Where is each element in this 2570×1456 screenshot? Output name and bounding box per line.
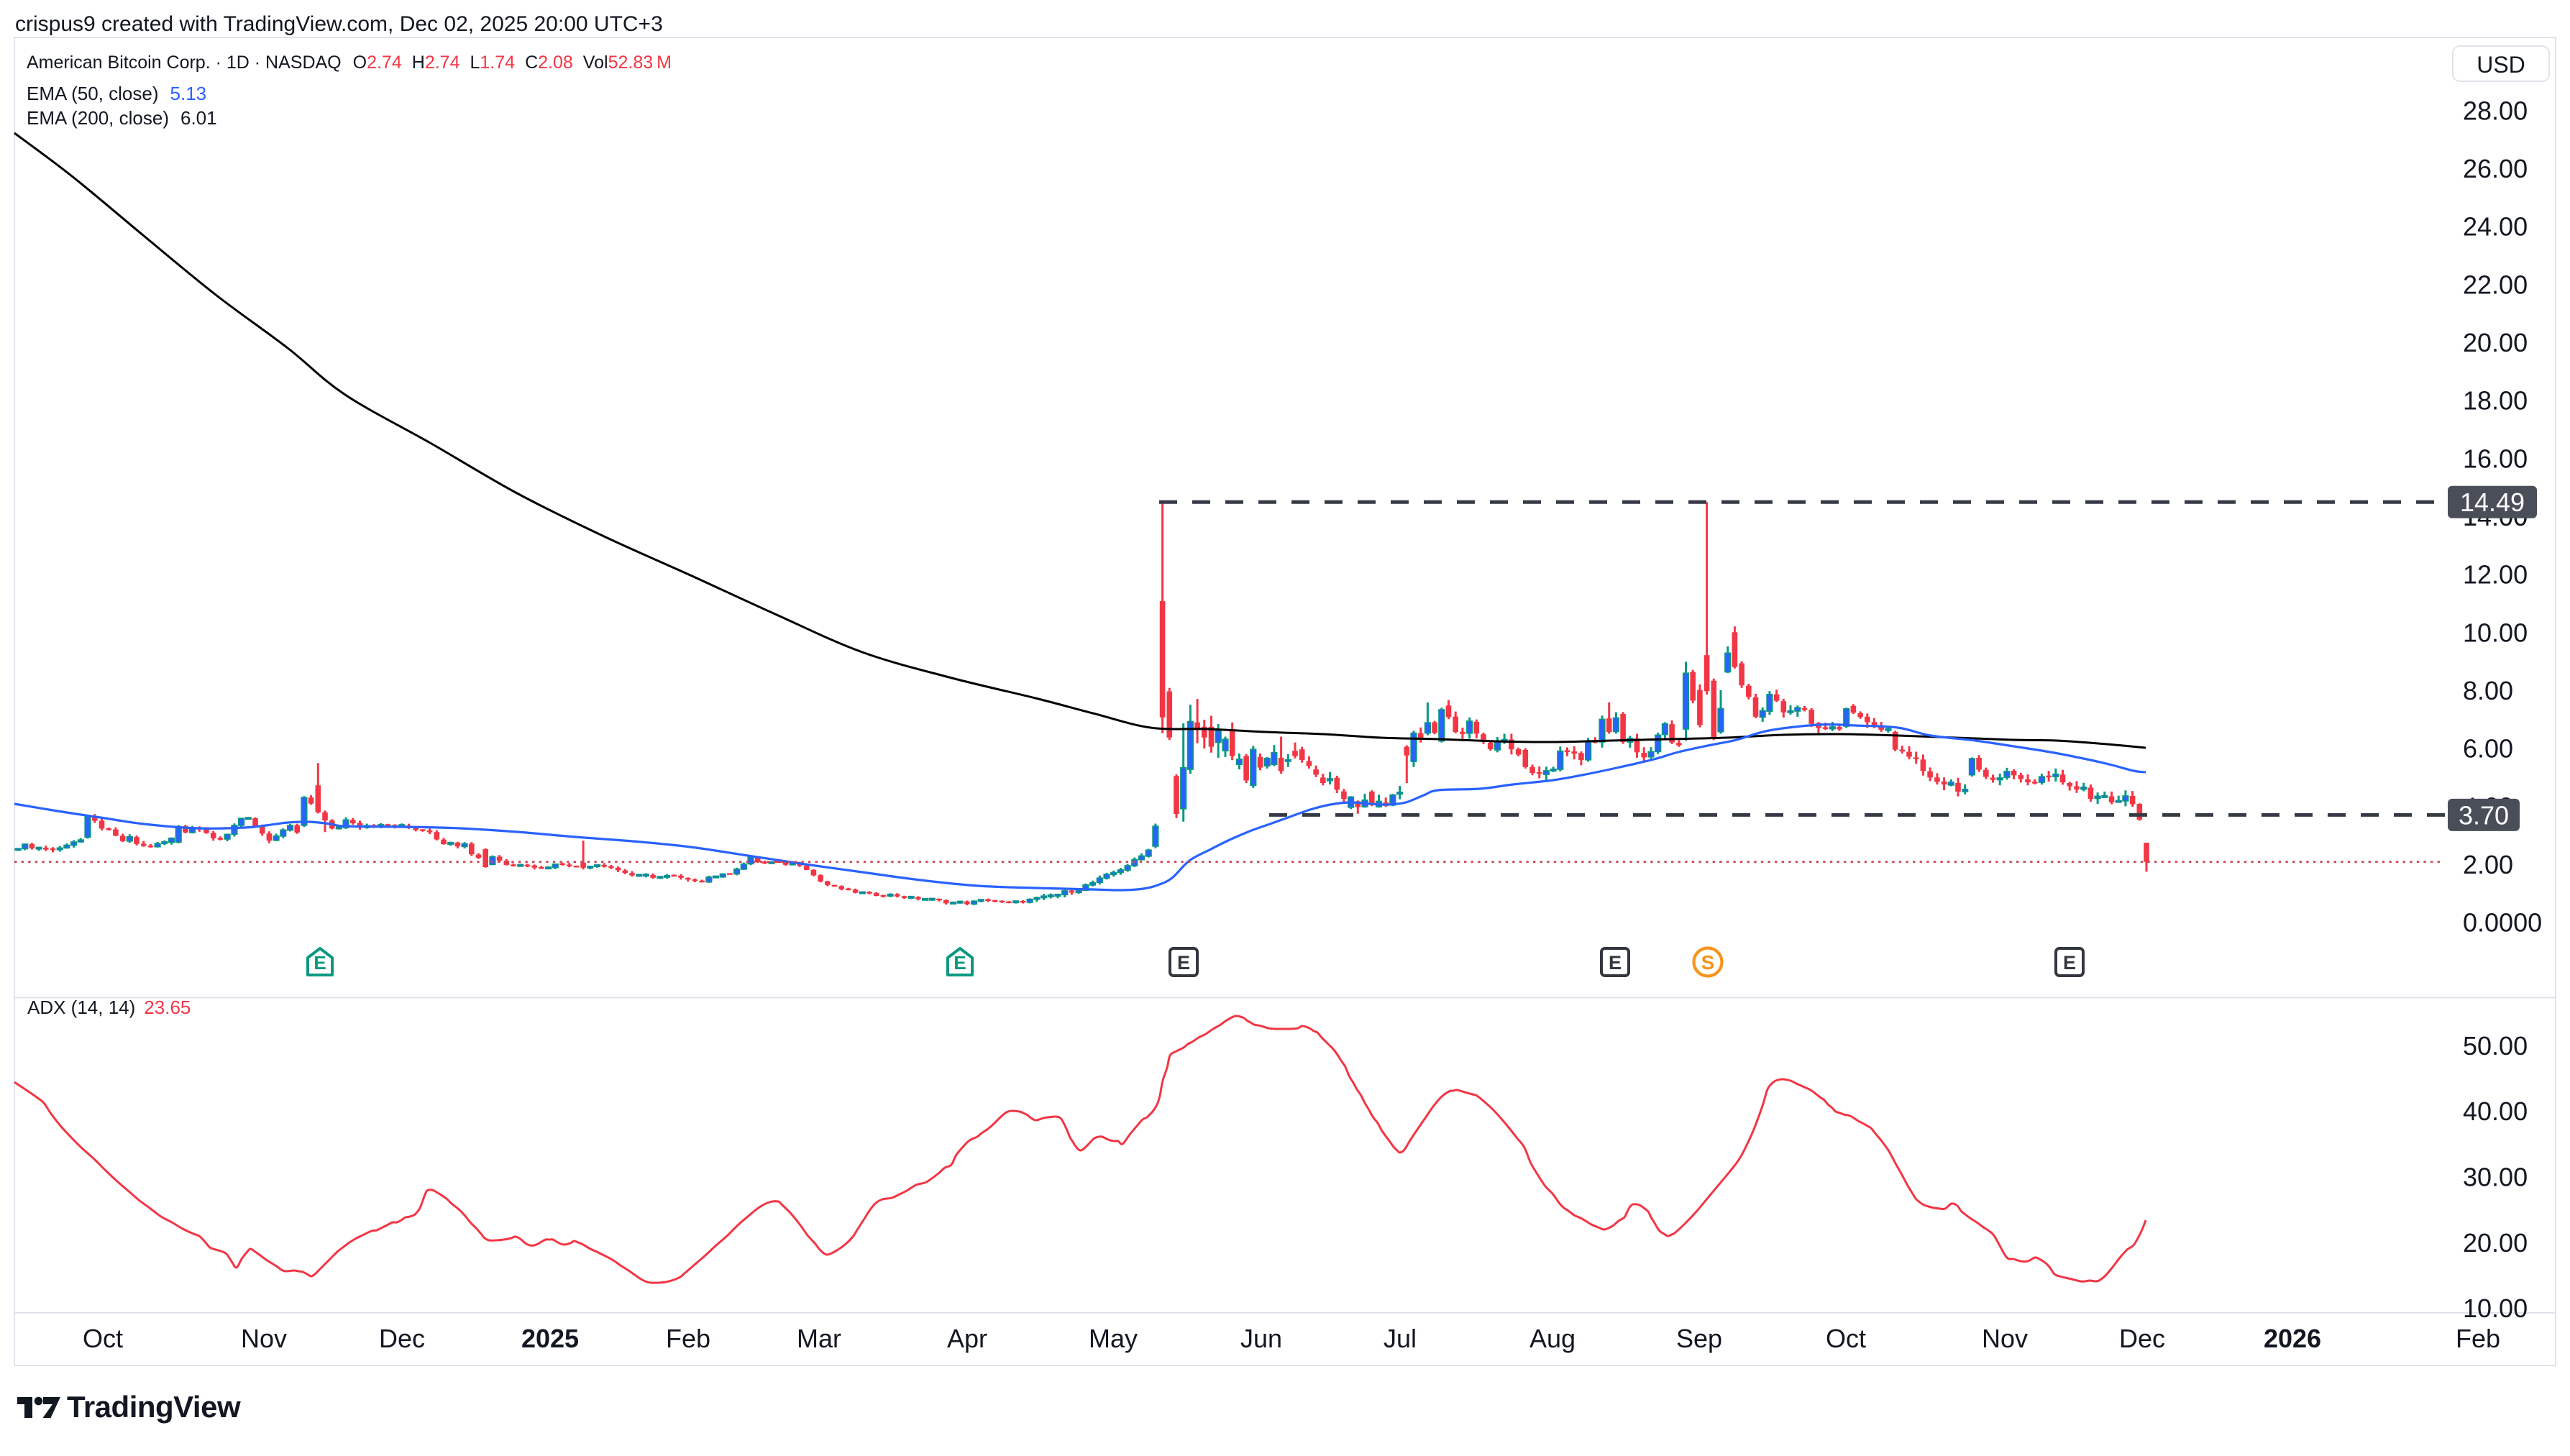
svg-text:2025: 2025 xyxy=(521,1324,579,1353)
svg-text:3.70: 3.70 xyxy=(2459,800,2509,830)
svg-text:14.49: 14.49 xyxy=(2460,487,2525,517)
svg-text:Nov: Nov xyxy=(241,1324,287,1353)
svg-text:May: May xyxy=(1089,1324,1138,1353)
svg-text:28.00: 28.00 xyxy=(2463,96,2528,125)
svg-text:Feb: Feb xyxy=(2456,1324,2500,1353)
svg-text:Dec: Dec xyxy=(2119,1324,2165,1353)
svg-text:Dec: Dec xyxy=(379,1324,425,1353)
svg-text:Jul: Jul xyxy=(1384,1324,1417,1353)
svg-text:Oct: Oct xyxy=(1826,1324,1866,1353)
svg-text:S: S xyxy=(1701,951,1715,974)
svg-text:20.00: 20.00 xyxy=(2463,328,2528,357)
svg-text:18.00: 18.00 xyxy=(2463,386,2528,416)
svg-text:E: E xyxy=(954,952,966,974)
svg-text:ADX (14, 14)23.65: ADX (14, 14) 23.65 xyxy=(27,997,191,1018)
svg-text:USD: USD xyxy=(2477,52,2525,78)
svg-text:Oct: Oct xyxy=(83,1324,123,1353)
svg-text:16.00: 16.00 xyxy=(2463,444,2528,473)
svg-text:26.00: 26.00 xyxy=(2463,154,2528,183)
svg-text:10.00: 10.00 xyxy=(2463,618,2528,647)
svg-text:10.00: 10.00 xyxy=(2463,1294,2528,1323)
svg-text:Mar: Mar xyxy=(797,1324,841,1353)
svg-text:8.00: 8.00 xyxy=(2463,676,2513,705)
svg-text:Aug: Aug xyxy=(1529,1324,1576,1353)
svg-text:12.00: 12.00 xyxy=(2463,560,2528,590)
svg-text:Apr: Apr xyxy=(947,1324,987,1353)
svg-text:6.00: 6.00 xyxy=(2463,734,2513,764)
svg-text:22.00: 22.00 xyxy=(2463,270,2528,299)
svg-text:E: E xyxy=(1609,952,1622,974)
svg-text:crispus9 created with TradingV: crispus9 created with TradingView.com, D… xyxy=(15,12,663,36)
svg-text:Sep: Sep xyxy=(1676,1324,1722,1353)
svg-text:Feb: Feb xyxy=(666,1324,710,1353)
svg-text:24.00: 24.00 xyxy=(2463,212,2528,242)
svg-text:20.00: 20.00 xyxy=(2463,1228,2528,1258)
svg-text:0.0000: 0.0000 xyxy=(2463,908,2542,938)
svg-text:2026: 2026 xyxy=(2264,1324,2321,1353)
svg-text:40.00: 40.00 xyxy=(2463,1096,2528,1126)
svg-text:E: E xyxy=(1177,952,1190,974)
svg-text:E: E xyxy=(314,952,326,974)
svg-text:TradingView: TradingView xyxy=(67,1390,241,1424)
svg-text:2.00: 2.00 xyxy=(2463,850,2513,879)
svg-text:Nov: Nov xyxy=(1982,1324,2028,1353)
svg-text:Jun: Jun xyxy=(1240,1324,1282,1353)
svg-text:EMA (50, close)5.13: EMA (50, close) 5.13 xyxy=(27,83,206,104)
svg-text:EMA (200, close)6.01: EMA (200, close) 6.01 xyxy=(27,107,217,129)
svg-text:E: E xyxy=(2063,952,2076,974)
svg-text:30.00: 30.00 xyxy=(2463,1163,2528,1192)
svg-text:50.00: 50.00 xyxy=(2463,1031,2528,1061)
